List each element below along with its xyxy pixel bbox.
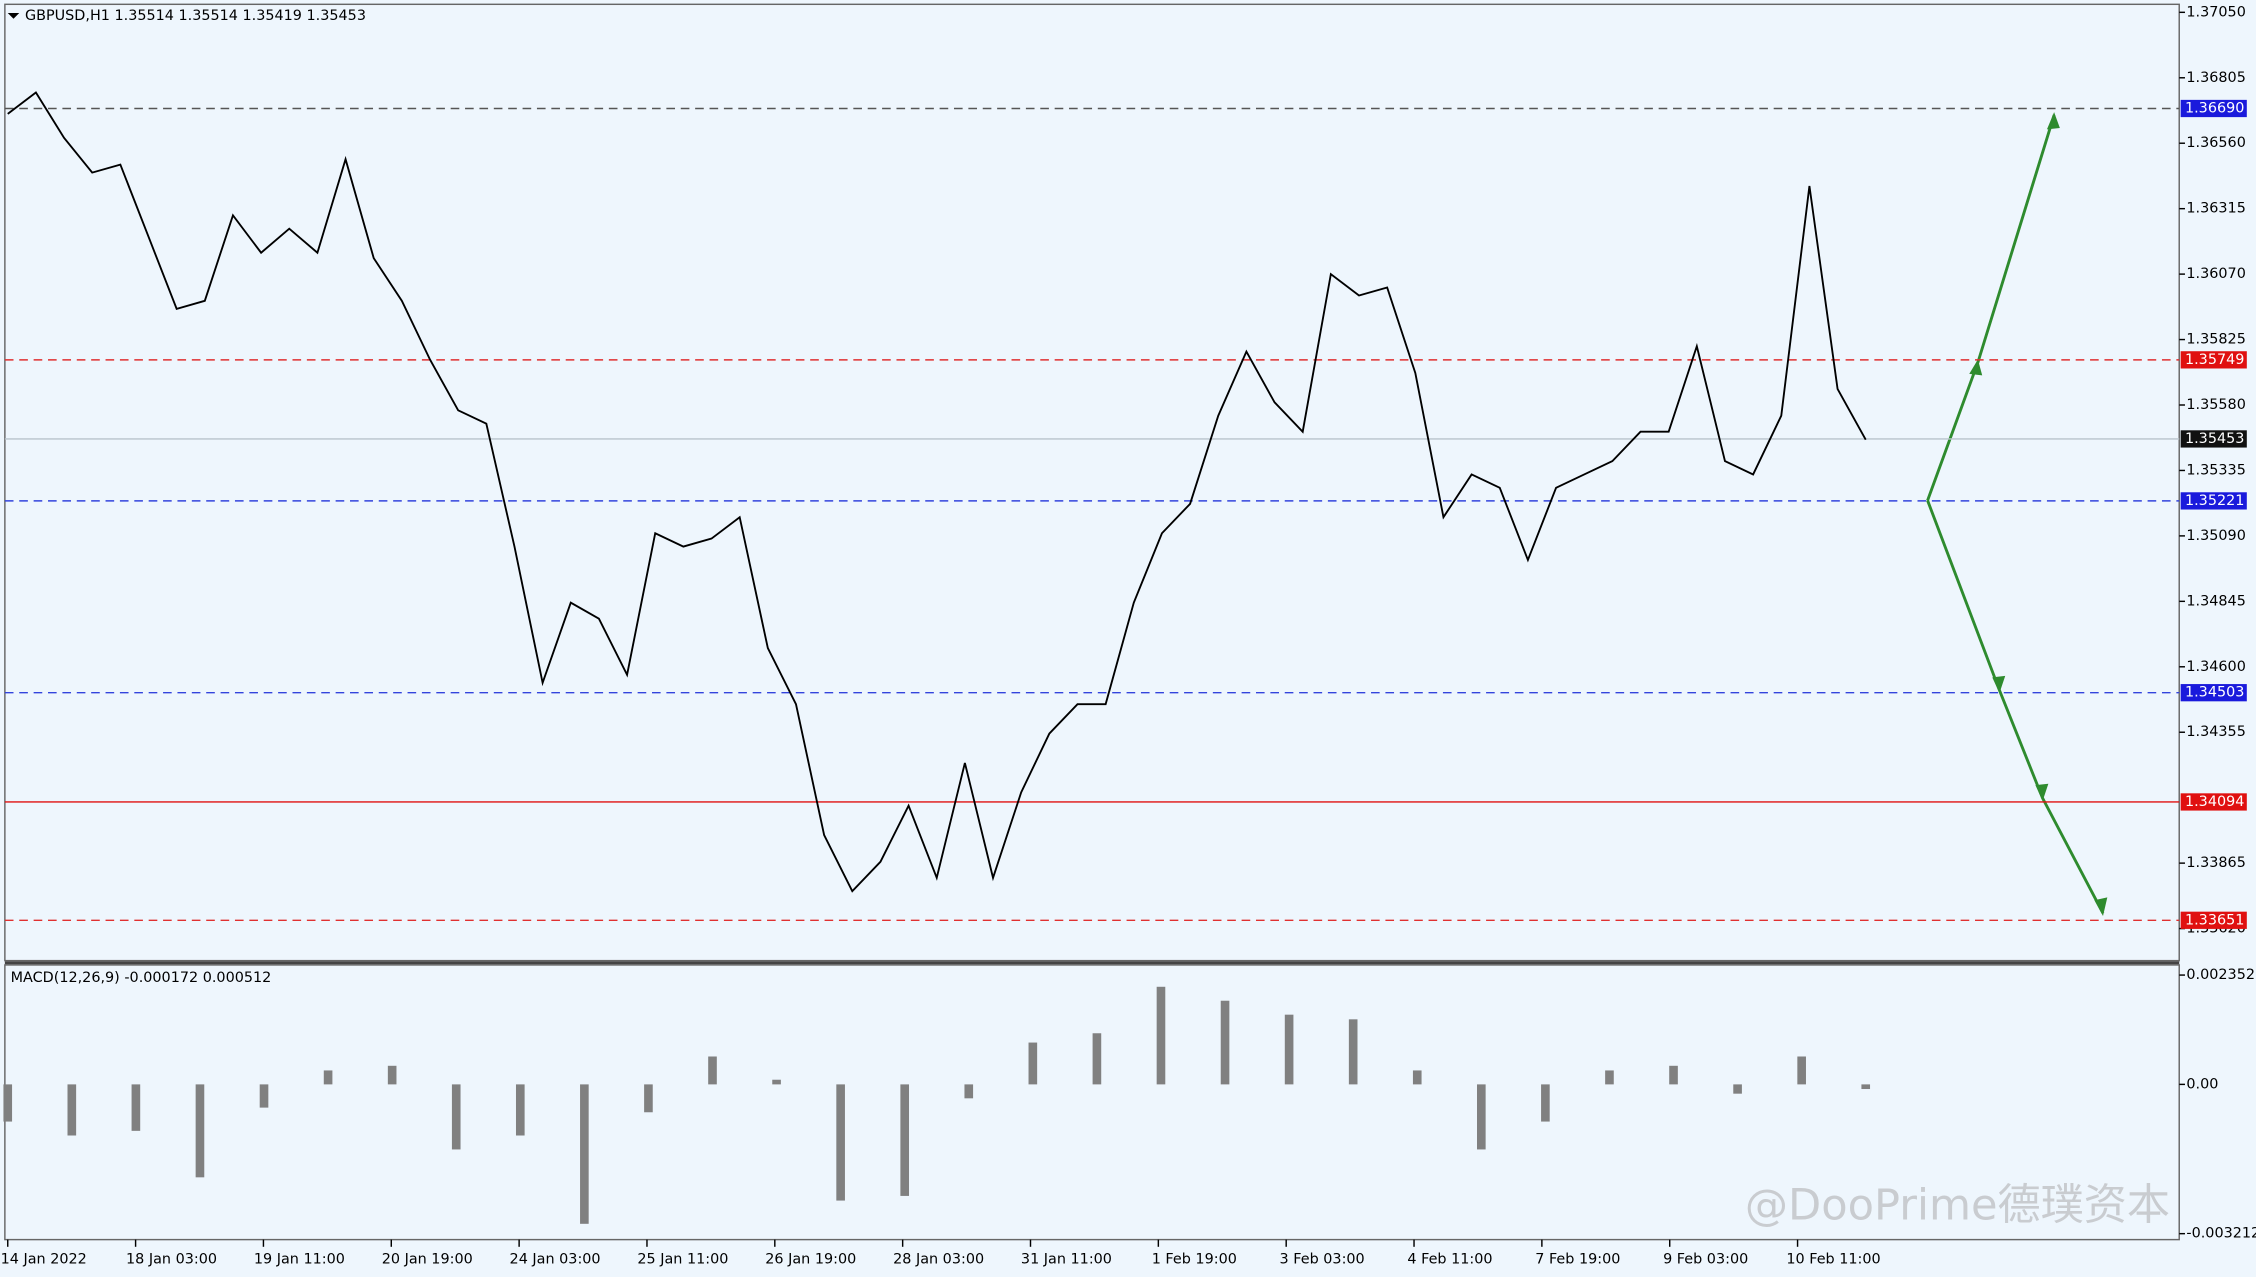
macd-header: MACD(12,26,9) -0.000172 0.000512	[11, 970, 272, 986]
macd-bar	[515, 1084, 525, 1136]
x-tick-label: 20 Jan 19:00	[382, 1252, 473, 1268]
macd-bar	[387, 1065, 397, 1085]
macd-bar	[131, 1084, 141, 1131]
y-tick-label: 1.35335	[2186, 462, 2245, 478]
x-tick-label: 7 Feb 19:00	[1535, 1252, 1620, 1268]
y-tick-label: 1.34355	[2186, 724, 2245, 740]
y-tick-label: 0.002352	[2186, 967, 2255, 983]
x-tick-label: 18 Jan 03:00	[126, 1252, 217, 1268]
macd-bar	[836, 1084, 845, 1201]
y-tick-label: 1.35090	[2186, 528, 2245, 544]
level-label-box	[2180, 492, 2247, 510]
x-tick-label: 25 Jan 11:00	[637, 1252, 728, 1268]
y-tick-label: 1.36315	[2186, 201, 2245, 217]
y-tick-label: 1.36805	[2186, 70, 2245, 86]
macd-bar	[1605, 1070, 1614, 1085]
arrow-down	[1926, 499, 2105, 914]
y-tick-label: 1.34600	[2186, 659, 2245, 675]
y-tick-label: 1.34845	[2186, 593, 2245, 609]
x-tick-label: 19 Jan 11:00	[254, 1252, 345, 1268]
macd-bar	[1348, 1019, 1358, 1085]
level-label: 1.34094	[2185, 794, 2244, 810]
arrow-head	[2046, 112, 2060, 130]
level-label: 1.36690	[2185, 100, 2244, 116]
macd-bar	[1028, 1042, 1038, 1085]
macd-bar	[1412, 1070, 1422, 1085]
y-tick-label: 1.37050	[2186, 4, 2245, 20]
x-tick-label: 10 Feb 11:00	[1786, 1252, 1880, 1268]
level-label-box	[2180, 793, 2247, 811]
level-label: 1.35221	[2185, 493, 2244, 509]
arrow-head	[1969, 359, 1983, 376]
y-tick-label: -0.003212	[2186, 1226, 2256, 1242]
x-tick-label: 1 Feb 19:00	[1152, 1252, 1237, 1268]
macd-bar	[451, 1084, 461, 1150]
arrow-head	[1992, 675, 2006, 694]
macd-bar	[3, 1084, 13, 1122]
macd-bar	[195, 1084, 205, 1178]
price-frame	[4, 3, 2180, 962]
macd-bar	[1156, 986, 1166, 1085]
macd-bar	[900, 1084, 910, 1196]
level-label: 1.33651	[2185, 912, 2244, 928]
y-tick-label: 1.35580	[2186, 397, 2245, 413]
price-line	[7, 91, 1867, 893]
level-label-box	[2180, 430, 2247, 448]
x-tick-label: 4 Feb 11:00	[1407, 1252, 1492, 1268]
macd-bar	[1284, 1014, 1294, 1085]
macd-bar	[964, 1084, 974, 1099]
y-tick-label: 1.36070	[2186, 266, 2245, 282]
symbol-icon	[7, 12, 20, 19]
x-tick-label: 3 Feb 03:00	[1280, 1252, 1365, 1268]
watermark: @DooPrime德璞资本	[1745, 1180, 2170, 1230]
y-tick-label: 1.36560	[2186, 135, 2245, 151]
macd-bar	[1797, 1056, 1806, 1085]
macd-bar	[67, 1084, 77, 1136]
macd-bar	[259, 1084, 269, 1108]
level-label-box	[2180, 351, 2247, 369]
y-tick-label: 0.00	[2186, 1076, 2218, 1092]
level-label-box	[2180, 99, 2247, 118]
y-tick-label: 1.35825	[2186, 332, 2245, 348]
macd-bar	[1220, 1000, 1230, 1085]
level-label: 1.35453	[2185, 431, 2244, 447]
macd-bar	[580, 1084, 589, 1224]
level-label-box	[2180, 684, 2247, 702]
macd-bar	[323, 1070, 333, 1085]
x-tick-label: 24 Jan 03:00	[510, 1252, 601, 1268]
macd-bar	[772, 1079, 781, 1085]
macd-bar	[1669, 1065, 1678, 1085]
level-label: 1.35749	[2185, 352, 2244, 368]
y-tick-label: 1.33865	[2186, 855, 2245, 871]
macd-bar	[1541, 1084, 1550, 1122]
macd-bar	[708, 1056, 717, 1085]
macd-bar	[1861, 1084, 1871, 1090]
macd-bar	[644, 1084, 653, 1113]
x-tick-label: 26 Jan 19:00	[765, 1252, 856, 1268]
x-tick-label: 28 Jan 03:00	[893, 1252, 984, 1268]
arrow-head	[2035, 783, 2049, 802]
x-tick-label: 14 Jan 2022	[1, 1252, 87, 1268]
x-tick-label: 31 Jan 11:00	[1021, 1252, 1112, 1268]
macd-bar	[1092, 1033, 1102, 1085]
symbol-header: GBPUSD,H1 1.35514 1.35514 1.35419 1.3545…	[25, 8, 366, 24]
macd-bar	[1733, 1084, 1742, 1094]
x-tick-label: 9 Feb 03:00	[1663, 1252, 1748, 1268]
macd-bar	[1477, 1084, 1486, 1150]
level-label: 1.34503	[2185, 685, 2244, 701]
level-label-box	[2180, 911, 2247, 929]
